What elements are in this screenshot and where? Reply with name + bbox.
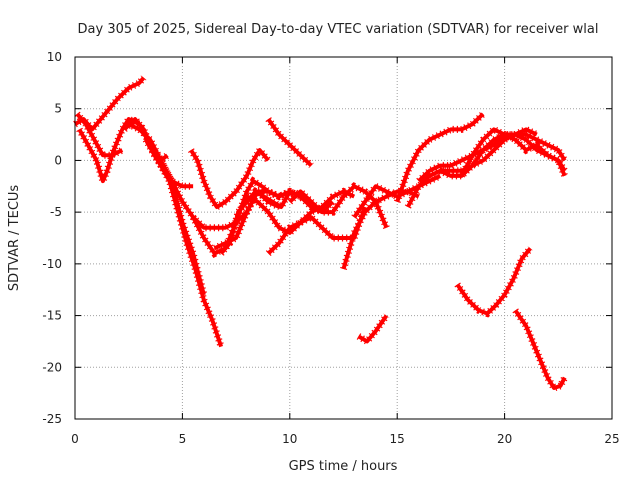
track-24-markers [454,246,534,318]
track-20-line [406,132,567,208]
y-tick-label: -10 [42,257,62,271]
x-axis-label: GPS time / hours [289,459,398,474]
track-8-line [189,148,270,209]
series-track-25 [512,308,568,393]
series-track-16 [340,188,421,270]
track-16-line [341,189,420,270]
track-14-line [266,206,367,255]
x-tick-label: 20 [497,432,512,446]
track-23-markers [458,125,539,178]
series-track-24 [454,246,534,318]
y-tick-label: -25 [42,412,62,426]
axis-ticks: 0 5 10 15 20 25 -25 -20 -15 -10 -5 0 5 10 [42,50,619,446]
chart-title: Day 305 of 2025, Sidereal Day-to-day VTE… [78,22,599,37]
series-track-4 [121,113,225,348]
track-5-markers [127,121,208,296]
series-track-23 [458,125,539,178]
x-tick-label: 5 [179,432,187,446]
track-12-markers [265,117,314,169]
y-tick-label: -5 [50,205,62,219]
track-19-markers [393,111,486,203]
x-tick-label: 10 [282,432,297,446]
track-18-markers [356,313,390,346]
series-track-19 [393,111,486,203]
track-25-line [513,309,567,390]
track-3-markers [76,114,170,192]
series-track-20 [404,131,568,209]
track-17-markers [351,172,442,220]
y-tick-label: -15 [42,309,62,323]
track-7-markers [147,142,281,232]
series-track-18 [356,313,390,346]
track-11-markers [218,186,336,256]
x-tick-label: 25 [604,432,619,446]
series-track-12 [265,117,314,169]
track-25-markers [512,308,568,393]
series-track-11 [218,186,336,256]
series-track-14 [265,205,369,257]
track-21-markers [416,131,568,184]
plot-frame [74,56,613,420]
x-tick-label: 0 [71,432,79,446]
x-tick-label: 15 [390,432,405,446]
track-4-markers [121,113,225,348]
y-tick-label: 5 [54,102,62,116]
track-4-line [123,117,223,348]
y-tick-label: -20 [42,360,62,374]
series-track-8 [188,144,271,212]
y-axis-label: SDTVAR / TECUs [7,185,22,292]
y-tick-label: 10 [47,50,62,64]
y-tick-label: 0 [54,153,62,167]
data-series [73,75,568,393]
grid [75,57,612,419]
